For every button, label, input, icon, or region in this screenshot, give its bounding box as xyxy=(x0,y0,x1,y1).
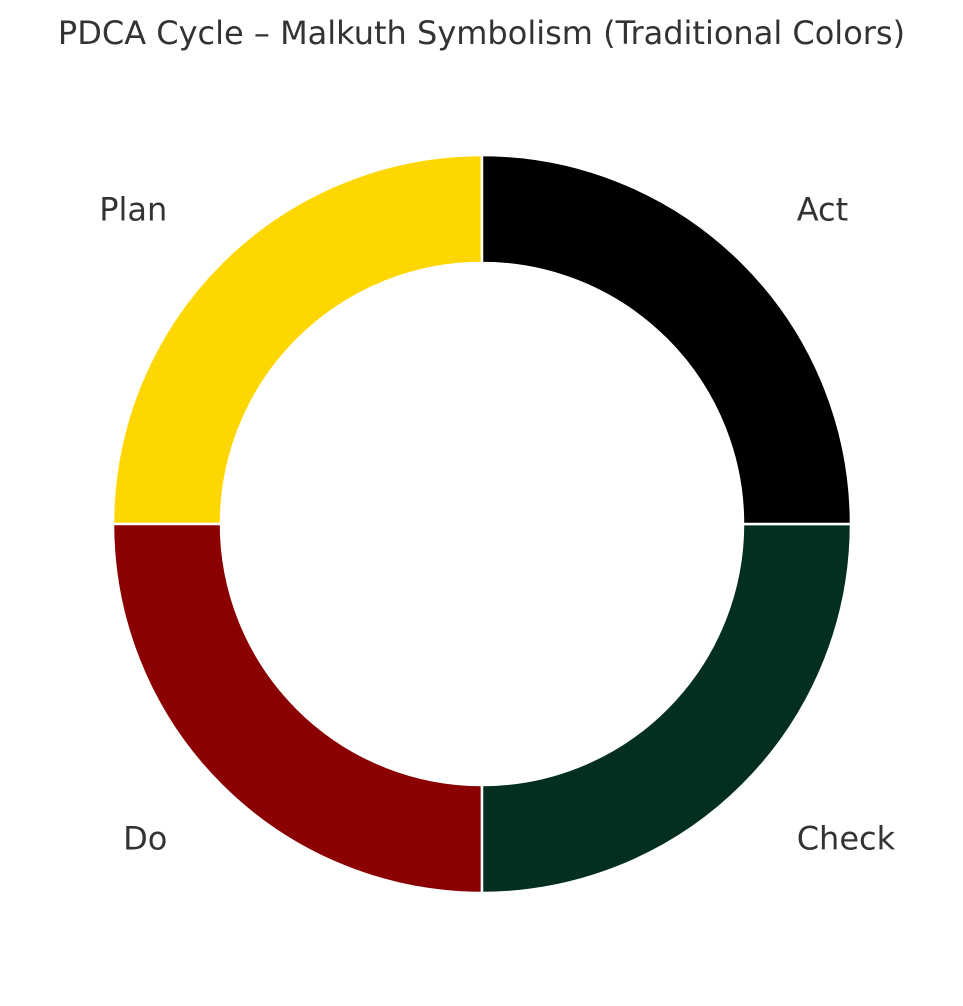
chart-title: PDCA Cycle – Malkuth Symbolism (Traditio… xyxy=(57,14,906,52)
slice-label-do: Do xyxy=(123,820,167,858)
slice-label-act: Act xyxy=(797,190,848,228)
slices-layer xyxy=(111,153,853,895)
slice-act xyxy=(480,153,853,526)
slice-label-plan: Plan xyxy=(99,190,167,228)
labels-layer: Plan Do Check Act xyxy=(99,190,895,857)
slice-do xyxy=(111,522,484,895)
slice-plan xyxy=(111,153,484,526)
slice-label-check: Check xyxy=(797,820,896,858)
slice-check xyxy=(480,522,853,895)
